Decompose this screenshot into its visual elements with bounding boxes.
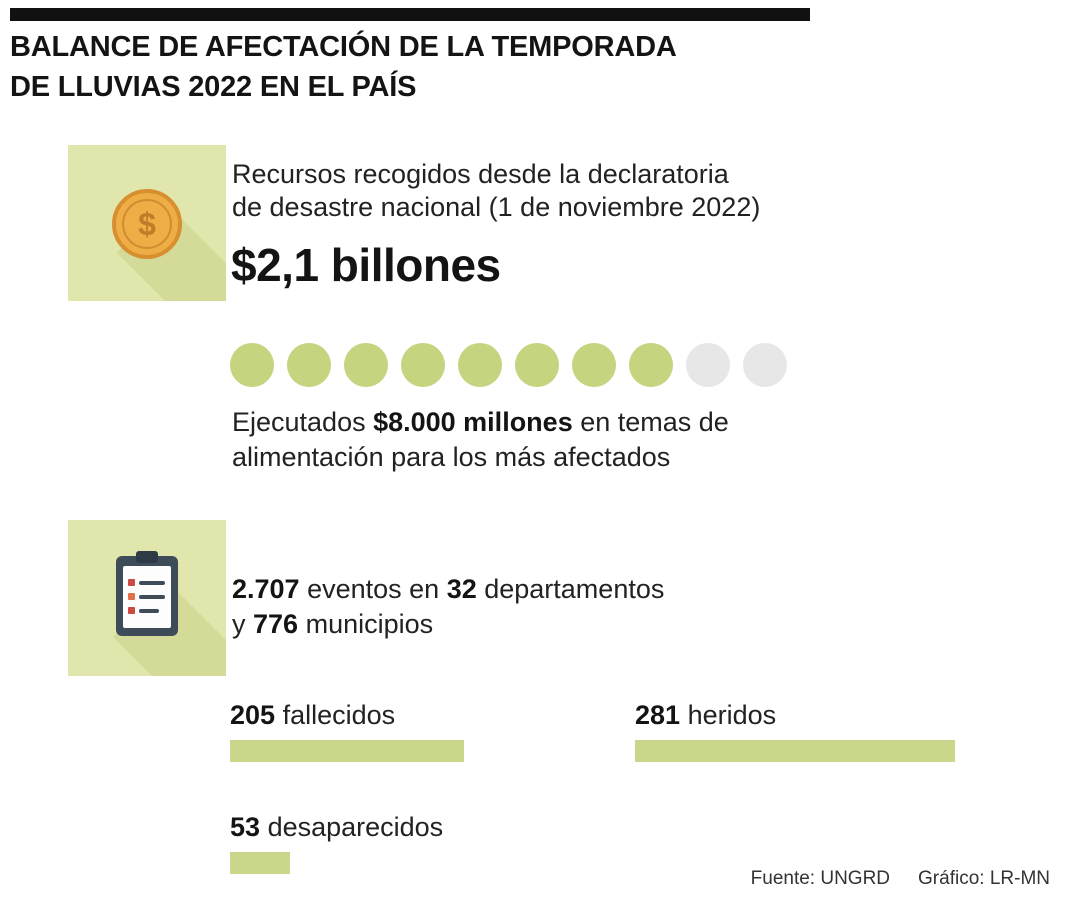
departments-count: 32 [446, 574, 477, 604]
page-title: BALANCE DE AFECTACIÓN DE LA TEMPORADA DE… [10, 27, 677, 107]
progress-dot [344, 343, 388, 387]
resources-desc-line-1: Recursos recogidos desde la declaratoria [232, 159, 729, 189]
executed-suffix: en temas de [572, 407, 729, 437]
events-text-1: eventos en [299, 574, 447, 604]
money-icon-box: $ [68, 145, 226, 301]
checklist-line [139, 594, 165, 599]
desaparecidos-value: 53 [230, 812, 261, 842]
desaparecidos-text: desaparecidos [267, 812, 444, 842]
progress-dot [401, 343, 445, 387]
title-line-1: BALANCE DE AFECTACIÓN DE LA TEMPORADA [10, 31, 677, 63]
stat-desaparecidos-label: 53 desaparecidos [230, 812, 443, 843]
events-text-3: y [232, 609, 254, 640]
checklist-bullet [128, 607, 135, 614]
coin-icon: $ [112, 189, 182, 259]
heridos-value: 281 [635, 700, 681, 730]
progress-dot [686, 343, 730, 387]
checklist-line [139, 580, 165, 585]
clipboard-icon-box [68, 520, 226, 676]
progress-dot [743, 343, 787, 387]
footer: Fuente: UNGRD Gráfico: LR-MN [751, 868, 1050, 890]
events-text-2: departamentos [476, 574, 665, 604]
clipboard-clip [136, 551, 158, 563]
progress-dot [230, 343, 274, 387]
progress-dot [287, 343, 331, 387]
checklist-bullet [128, 593, 135, 600]
checklist-row [123, 593, 171, 600]
events-text: 2.707 eventos en 32 departamentos y 776 … [232, 572, 664, 642]
progress-dot [572, 343, 616, 387]
stat-desaparecidos-bar [230, 852, 290, 874]
checklist-line [139, 608, 159, 613]
heridos-text: heridos [687, 700, 777, 730]
progress-dots [230, 343, 787, 387]
footer-credit: Gráfico: LR-MN [918, 868, 1050, 889]
checklist-row [123, 607, 171, 614]
stat-fallecidos-label: 205 fallecidos [230, 700, 395, 731]
executed-amount: $8.000 millones [373, 407, 573, 437]
executed-prefix: Ejecutados [232, 407, 374, 437]
coin-inner-ring: $ [122, 199, 172, 249]
progress-dot [458, 343, 502, 387]
dollar-sign: $ [138, 206, 156, 242]
progress-dot [515, 343, 559, 387]
municipalities-count: 776 [253, 609, 299, 640]
clipboard-paper [123, 566, 171, 628]
resources-amount: $2,1 billones [231, 239, 501, 291]
title-line-2: DE LLUVIAS 2022 EN EL PAÍS [10, 71, 417, 104]
resources-desc-line-2: de desastre nacional (1 de noviembre 202… [232, 192, 761, 223]
events-text-4: municipios [298, 609, 434, 640]
stat-fallecidos-bar [230, 740, 464, 762]
footer-source: Fuente: UNGRD [750, 868, 891, 889]
checklist-row [123, 579, 171, 586]
executed-line-2: alimentación para los más afectados [232, 442, 671, 473]
events-count: 2.707 [232, 574, 300, 604]
fallecidos-value: 205 [230, 700, 276, 730]
fallecidos-text: fallecidos [282, 700, 396, 730]
resources-description: Recursos recogidos desde la declaratoria… [232, 158, 760, 224]
stat-heridos-bar [635, 740, 955, 762]
top-accent-bar [10, 8, 810, 21]
stat-heridos-label: 281 heridos [635, 700, 776, 731]
executed-text: Ejecutados $8.000 millones en temas de a… [232, 405, 729, 475]
clipboard-icon [116, 551, 178, 636]
progress-dot [629, 343, 673, 387]
checklist-bullet [128, 579, 135, 586]
